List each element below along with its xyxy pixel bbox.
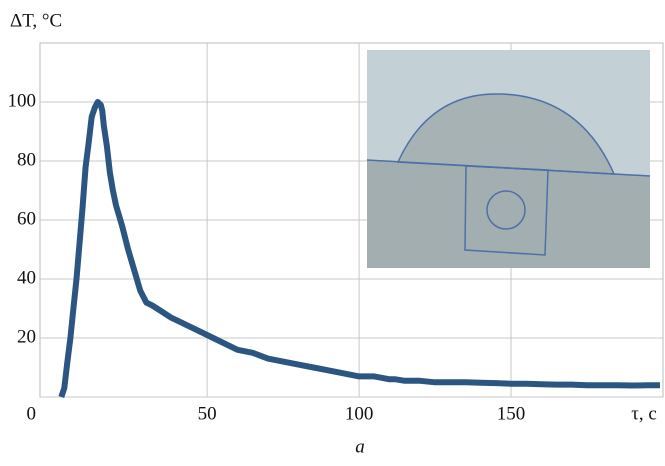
x-tick-label: 100 [345, 403, 374, 424]
x-tick-label: 50 [198, 403, 217, 424]
y-tick-label: 60 [17, 208, 36, 229]
y-tick-label: 40 [17, 267, 36, 288]
y-tick-label: 100 [8, 90, 37, 111]
inset-image [366, 50, 651, 268]
inset-block [367, 160, 650, 268]
y-tick-label: 80 [17, 149, 36, 170]
inset-dome [396, 93, 616, 175]
x-axis-title: τ, c [631, 403, 657, 424]
data-line [58, 99, 660, 398]
y-axis-title: ΔT, °C [10, 10, 62, 31]
inset-square [464, 165, 549, 256]
x-tick-label: 150 [497, 403, 526, 424]
y-tick-label: 20 [17, 326, 36, 347]
inset-circle [486, 190, 526, 230]
caption: a [355, 436, 365, 457]
y-tick-label: 0 [27, 403, 37, 424]
